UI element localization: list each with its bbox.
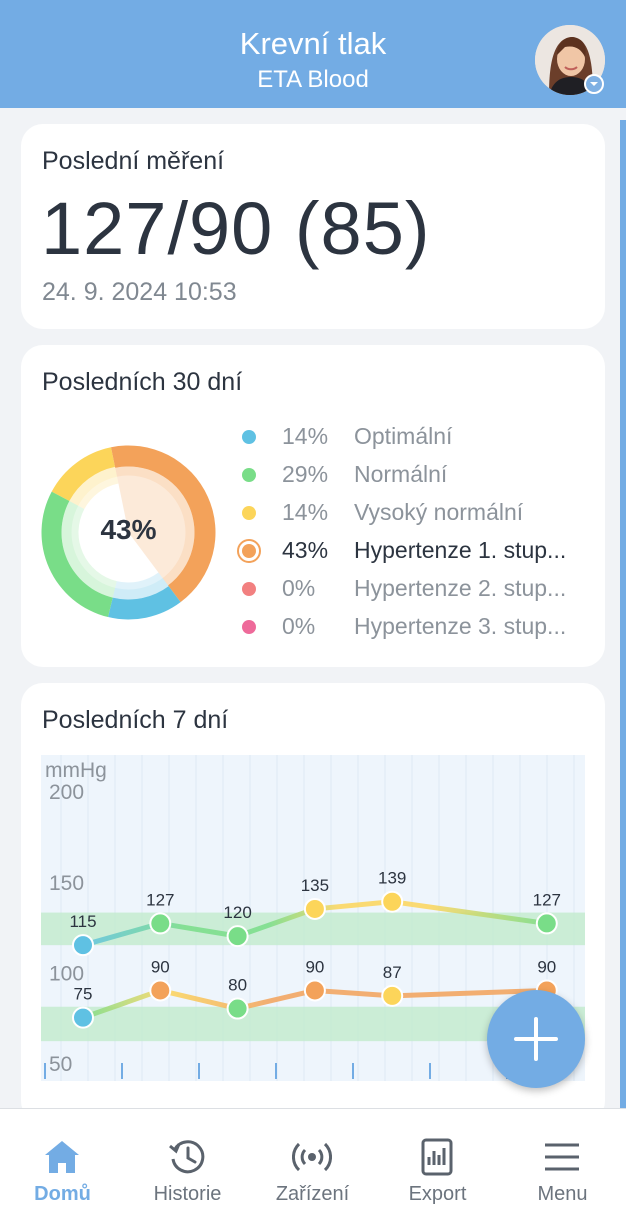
data-label: 80 bbox=[228, 976, 247, 995]
legend-label: Normální bbox=[354, 461, 448, 487]
donut-segment-inner bbox=[69, 466, 119, 510]
nav-label: Historie bbox=[153, 1183, 222, 1205]
systolic-point[interactable] bbox=[72, 934, 94, 957]
donut-center bbox=[71, 475, 186, 590]
data-label: 90 bbox=[537, 957, 556, 976]
legend-item-high-normal[interactable]: 14% Vysoký normální bbox=[237, 497, 597, 527]
nav-history[interactable]: Historie bbox=[125, 1109, 250, 1221]
last-measurement-title: Poslední měření bbox=[42, 147, 225, 175]
nav-device[interactable]: Zařízení bbox=[250, 1109, 375, 1221]
data-label: 135 bbox=[301, 876, 329, 895]
last-30-days-title: Posledních 30 dní bbox=[42, 368, 243, 396]
device-subtitle: ETA Blood bbox=[257, 66, 369, 93]
donut-segment bbox=[41, 491, 113, 618]
nav-label: Domů bbox=[34, 1183, 91, 1205]
y-tick-label: 100 bbox=[49, 962, 84, 985]
last-7-days-title: Posledních 7 dní bbox=[42, 706, 229, 734]
legend-percent: 14% bbox=[282, 423, 329, 449]
data-label: 115 bbox=[69, 912, 96, 931]
donut-segment-inner bbox=[61, 501, 117, 598]
legend-dot bbox=[242, 544, 256, 558]
last-30-days-card[interactable]: Posledních 30 dní 43% 14% Optimální 29% … bbox=[21, 345, 605, 667]
diastolic-point[interactable] bbox=[226, 997, 249, 1020]
last-measurement-card[interactable]: Poslední měření 127/90 (85) 24. 9. 2024 … bbox=[21, 124, 605, 329]
device-icon bbox=[292, 1142, 332, 1172]
legend-percent: 14% bbox=[282, 499, 329, 525]
legend-label: Hypertenze 3. stup... bbox=[354, 613, 567, 639]
donut-segment bbox=[51, 447, 116, 502]
diastolic-point[interactable] bbox=[381, 984, 404, 1007]
systolic-point[interactable] bbox=[149, 912, 172, 935]
legend-dot bbox=[242, 468, 256, 482]
legend-item-normal[interactable]: 29% Normální bbox=[237, 459, 597, 489]
legend-dot bbox=[242, 430, 256, 444]
scroll-indicator bbox=[620, 120, 626, 1110]
last-measurement-value: 127/90 (85) bbox=[41, 187, 431, 270]
nav-label: Menu bbox=[537, 1183, 588, 1205]
nav-export[interactable]: Export bbox=[375, 1109, 500, 1221]
diastolic-point[interactable] bbox=[303, 979, 326, 1002]
diastolic-line bbox=[82, 987, 547, 1020]
nav-menu[interactable]: Menu bbox=[500, 1109, 625, 1221]
legend-percent: 43% bbox=[282, 537, 329, 563]
legend-selected-ring bbox=[237, 539, 261, 563]
data-label: 75 bbox=[74, 985, 93, 1004]
legend-percent: 0% bbox=[282, 575, 316, 601]
page-title: Krevní tlak bbox=[239, 26, 387, 61]
legend-item-hypertension-3[interactable]: 0% Hypertenze 3. stup... bbox=[237, 611, 597, 641]
bottom-navigation: Domů Historie Zařízení Export Menu bbox=[0, 1108, 626, 1221]
donut-segment-inner bbox=[115, 466, 195, 586]
legend-label: Hypertenze 1. stup... bbox=[354, 537, 567, 563]
legend-dot bbox=[242, 620, 256, 634]
data-label: 90 bbox=[305, 957, 324, 976]
last-measurement-timestamp: 24. 9. 2024 10:53 bbox=[42, 278, 237, 306]
legend-item-hypertension-1[interactable]: 43% Hypertenze 1. stup... bbox=[237, 535, 597, 565]
donut-center-label: 43% bbox=[100, 514, 157, 545]
donut-segment-inner bbox=[112, 572, 169, 600]
nav-label: Export bbox=[408, 1183, 467, 1205]
diastolic-point[interactable] bbox=[149, 979, 172, 1002]
avatar[interactable] bbox=[535, 25, 605, 95]
menu-icon bbox=[545, 1143, 579, 1171]
account-dropdown[interactable] bbox=[584, 74, 604, 94]
data-label: 120 bbox=[223, 903, 251, 922]
data-label: 87 bbox=[383, 963, 402, 982]
data-label: 90 bbox=[151, 957, 170, 976]
systolic-line bbox=[82, 899, 548, 948]
y-tick-label: 150 bbox=[49, 872, 84, 895]
systolic-point[interactable] bbox=[381, 890, 404, 913]
legend-label: Hypertenze 2. stup... bbox=[354, 575, 567, 601]
y-tick-label: 200 bbox=[49, 781, 84, 804]
nav-home[interactable]: Domů bbox=[0, 1109, 125, 1221]
y-axis-label: mmHg bbox=[45, 759, 107, 782]
legend-label: Optimální bbox=[354, 423, 453, 449]
history-icon bbox=[169, 1140, 205, 1174]
export-icon bbox=[421, 1138, 453, 1176]
donut-segment bbox=[108, 586, 181, 620]
chevron-down-icon bbox=[590, 82, 598, 86]
legend-item-optimal[interactable]: 14% Optimální bbox=[237, 421, 597, 451]
legend-label: Vysoký normální bbox=[354, 499, 524, 525]
donut-segment bbox=[111, 445, 216, 603]
plus-icon bbox=[514, 1017, 558, 1061]
legend-item-hypertension-2[interactable]: 0% Hypertenze 2. stup... bbox=[237, 573, 597, 603]
systolic-point[interactable] bbox=[303, 897, 326, 920]
home-icon bbox=[45, 1141, 79, 1173]
legend-dot bbox=[242, 582, 256, 596]
legend-percent: 29% bbox=[282, 461, 329, 487]
diastolic-point[interactable] bbox=[72, 1006, 94, 1029]
legend-dot bbox=[242, 506, 256, 520]
data-label: 127 bbox=[533, 890, 561, 909]
data-label: 127 bbox=[146, 890, 174, 909]
user-avatar-icon bbox=[535, 25, 605, 95]
distribution-donut-chart bbox=[41, 445, 216, 620]
app-header: Krevní tlak ETA Blood bbox=[0, 0, 626, 108]
y-tick-label: 50 bbox=[49, 1053, 72, 1076]
nav-label: Zařízení bbox=[275, 1183, 350, 1205]
systolic-point[interactable] bbox=[535, 912, 558, 935]
add-measurement-button[interactable] bbox=[487, 990, 585, 1088]
legend-percent: 0% bbox=[282, 613, 316, 639]
systolic-point[interactable] bbox=[226, 925, 249, 948]
data-label: 139 bbox=[378, 869, 406, 888]
